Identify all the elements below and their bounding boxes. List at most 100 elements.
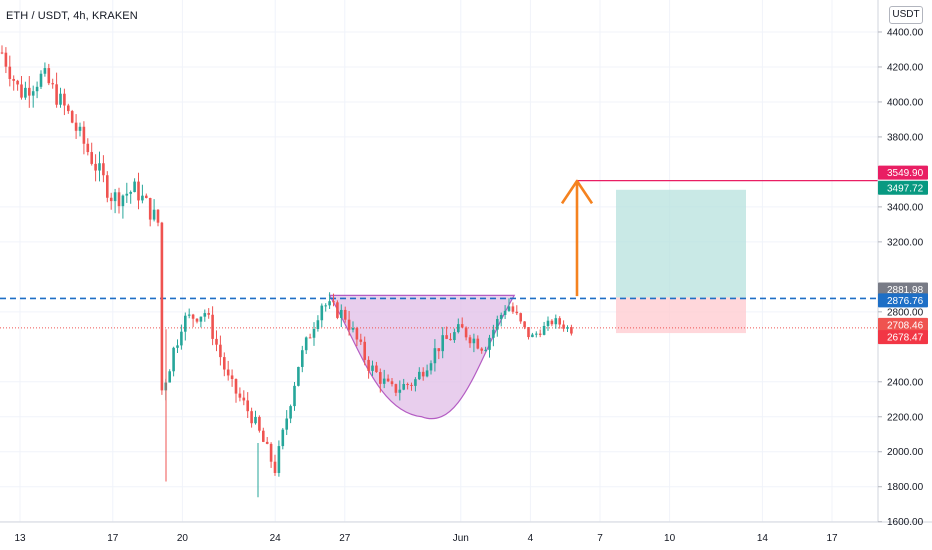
candle-body: [125, 193, 129, 196]
time-label: 4: [528, 533, 534, 544]
candle-body: [566, 327, 569, 329]
candle-body: [328, 301, 331, 306]
candle-body: [347, 319, 351, 330]
symbol-title[interactable]: ETH / USDT, 4h, KRAKEN: [6, 10, 138, 22]
candle-body: [168, 371, 171, 383]
candle-body: [265, 441, 269, 444]
candle-body: [550, 320, 554, 325]
candle-body: [160, 222, 164, 391]
candle-body: [457, 324, 460, 333]
candle-body: [304, 337, 308, 351]
currency-button[interactable]: USDT: [889, 6, 923, 24]
candle-body: [523, 321, 526, 328]
candle-body: [24, 87, 27, 98]
candle-body: [375, 365, 378, 373]
candle-body: [398, 389, 402, 393]
candle-body: [269, 443, 273, 462]
candle-body: [262, 430, 265, 442]
candle-body: [343, 309, 347, 320]
candle-body: [51, 83, 54, 85]
candle-body: [425, 370, 429, 377]
candle-body: [386, 378, 390, 382]
candle-body: [199, 316, 203, 322]
take-profit-price-tag-label: 3497.72: [887, 183, 924, 194]
candle-body: [277, 446, 281, 473]
price-label: 4400.00: [887, 27, 924, 38]
price-label: 2200.00: [887, 412, 924, 423]
candle-body: [453, 332, 456, 341]
candle-body: [211, 314, 214, 339]
price-label: 4200.00: [887, 62, 924, 73]
candle-body: [449, 338, 452, 341]
candle-body: [94, 163, 97, 171]
candle-body: [445, 335, 448, 339]
time-label: Jun: [453, 533, 469, 544]
candle-body: [351, 328, 355, 330]
candle-body: [35, 86, 39, 92]
candle-body: [499, 314, 503, 320]
candle-body: [429, 363, 433, 371]
candle-body: [324, 305, 327, 307]
candle-body: [285, 418, 288, 430]
candle-body: [546, 320, 550, 326]
candle-body: [394, 384, 398, 393]
candle-body: [297, 366, 300, 386]
profit-zone: [616, 189, 746, 298]
candle-body: [379, 372, 382, 384]
candle-body: [43, 68, 47, 74]
cup-shape: [328, 294, 516, 420]
candle-body: [246, 400, 249, 412]
candle-body: [4, 52, 8, 67]
candle-body: [507, 306, 511, 311]
candle-body: [238, 393, 242, 398]
candle-body: [98, 163, 101, 171]
candle-body: [8, 66, 12, 79]
candle-body: [226, 369, 230, 376]
candle-body: [515, 311, 519, 314]
candle-body: [476, 338, 480, 349]
take-profit-price-tag: [878, 180, 928, 195]
candle-body: [410, 384, 413, 386]
candle-body: [371, 365, 374, 371]
cup-pattern: [328, 294, 516, 420]
candlesticks: [0, 45, 573, 498]
candle-body: [207, 313, 210, 315]
candle-body: [16, 80, 19, 85]
candle-body: [472, 338, 476, 344]
price-label: 3400.00: [887, 202, 924, 213]
price-label: 2800.00: [887, 307, 924, 318]
candle-body: [558, 318, 561, 325]
candle-body: [336, 302, 339, 318]
neckline-price-tag-label: 2876.76: [887, 296, 924, 307]
candle-body: [141, 195, 144, 201]
candle-body: [480, 348, 483, 351]
candle-body: [332, 301, 335, 303]
candle-body: [234, 379, 238, 394]
stop-loss-price-tag: [878, 330, 928, 345]
candle-body: [0, 52, 4, 54]
candle-body: [496, 319, 499, 330]
candle-body: [156, 209, 160, 223]
candle-body: [219, 344, 222, 358]
entry-price-tag-label: 2881.98: [887, 285, 924, 296]
candle-body: [519, 313, 522, 322]
candle-body: [418, 371, 421, 380]
candle-body: [148, 197, 152, 220]
candle-body: [503, 310, 507, 315]
candle-body: [433, 348, 437, 364]
candle-body: [281, 429, 285, 447]
candle-body: [39, 73, 43, 87]
price-label: 3200.00: [887, 237, 924, 248]
candle-body: [106, 175, 109, 198]
candle-body: [90, 152, 93, 164]
candle-body: [74, 122, 78, 131]
candle-body: [441, 335, 444, 352]
candle-body: [542, 325, 546, 335]
candle-body: [203, 313, 207, 317]
candle-body: [289, 406, 292, 419]
candle-body: [340, 309, 343, 318]
